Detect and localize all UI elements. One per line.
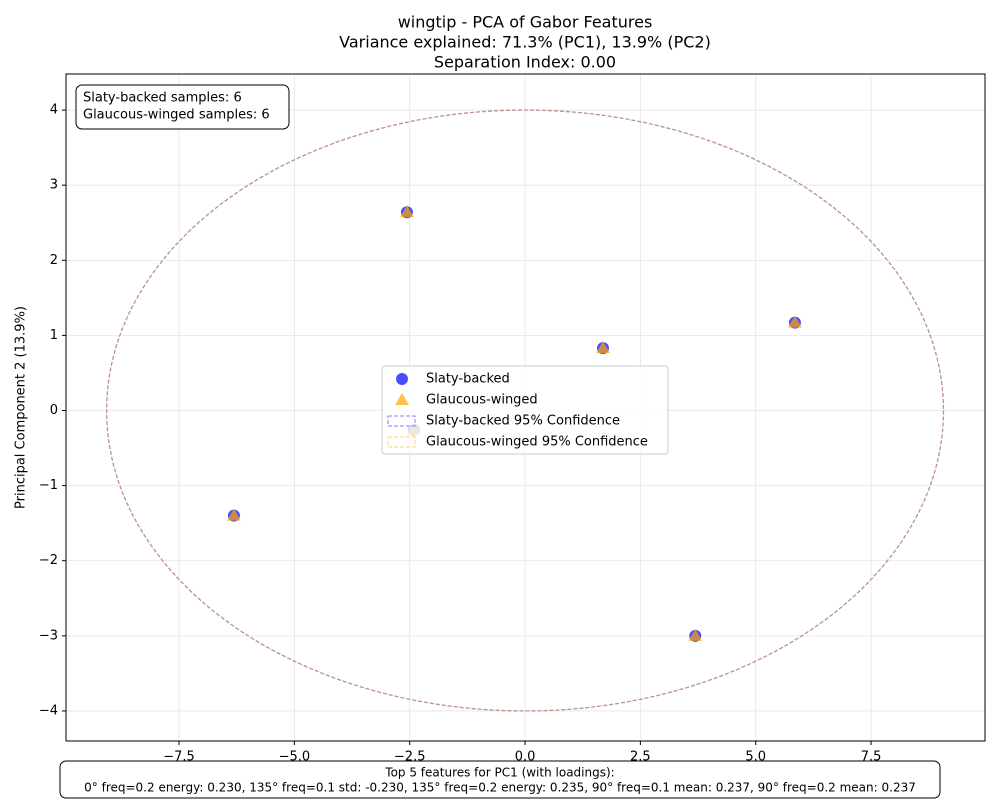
legend-label: Slaty-backed 95% Confidence [426,414,620,429]
legend-marker [396,373,408,385]
y-tick-label: −4 [39,703,58,718]
y-tick-label: 0 [50,403,58,418]
info-box [75,84,290,130]
info-text: Glaucous-winged samples: 6 [83,108,270,123]
legend-patch [387,436,416,448]
confidence-ellipse [105,109,945,712]
y-tick-label: 2 [50,253,58,268]
y-tick-label: −1 [39,478,58,493]
plot-frame [65,73,986,742]
legend-marker [395,393,409,405]
y-tick-label: 4 [50,103,58,118]
data-point [226,508,241,521]
chart-title: Separation Index: 0.00 [434,53,616,72]
footer-text: 0° freq=0.2 energy: 0.230, 135° freq=0.1… [84,781,916,795]
y-tick-label: −2 [39,553,58,568]
chart-title: Variance explained: 71.3% (PC1), 13.9% (… [339,33,711,52]
data-point [399,205,414,218]
legend-box [381,365,669,455]
data-point [596,341,611,354]
legend-label: Glaucous-winged 95% Confidence [426,435,648,450]
footer-text: Top 5 features for PC1 (with loadings): [384,766,614,780]
data-point [688,628,703,641]
y-tick-label: 3 [50,178,58,193]
legend-label: Glaucous-winged [426,393,538,408]
data-point [787,315,802,328]
legend-patch [387,415,416,427]
legend: Slaty-backed Glaucous-winged Slaty-backed … [381,365,669,455]
y-tick-label: 1 [50,328,58,343]
chart-title: wingtip - PCA of Gabor Features [398,13,653,32]
info-text: Slaty-backed samples: 6 [83,91,242,106]
y-tick-label: −3 [39,628,58,643]
footer-box [59,760,941,799]
legend-label: Slaty-backed [426,372,510,387]
y-axis-label: Principal Component 2 (13.9%) [14,306,29,509]
